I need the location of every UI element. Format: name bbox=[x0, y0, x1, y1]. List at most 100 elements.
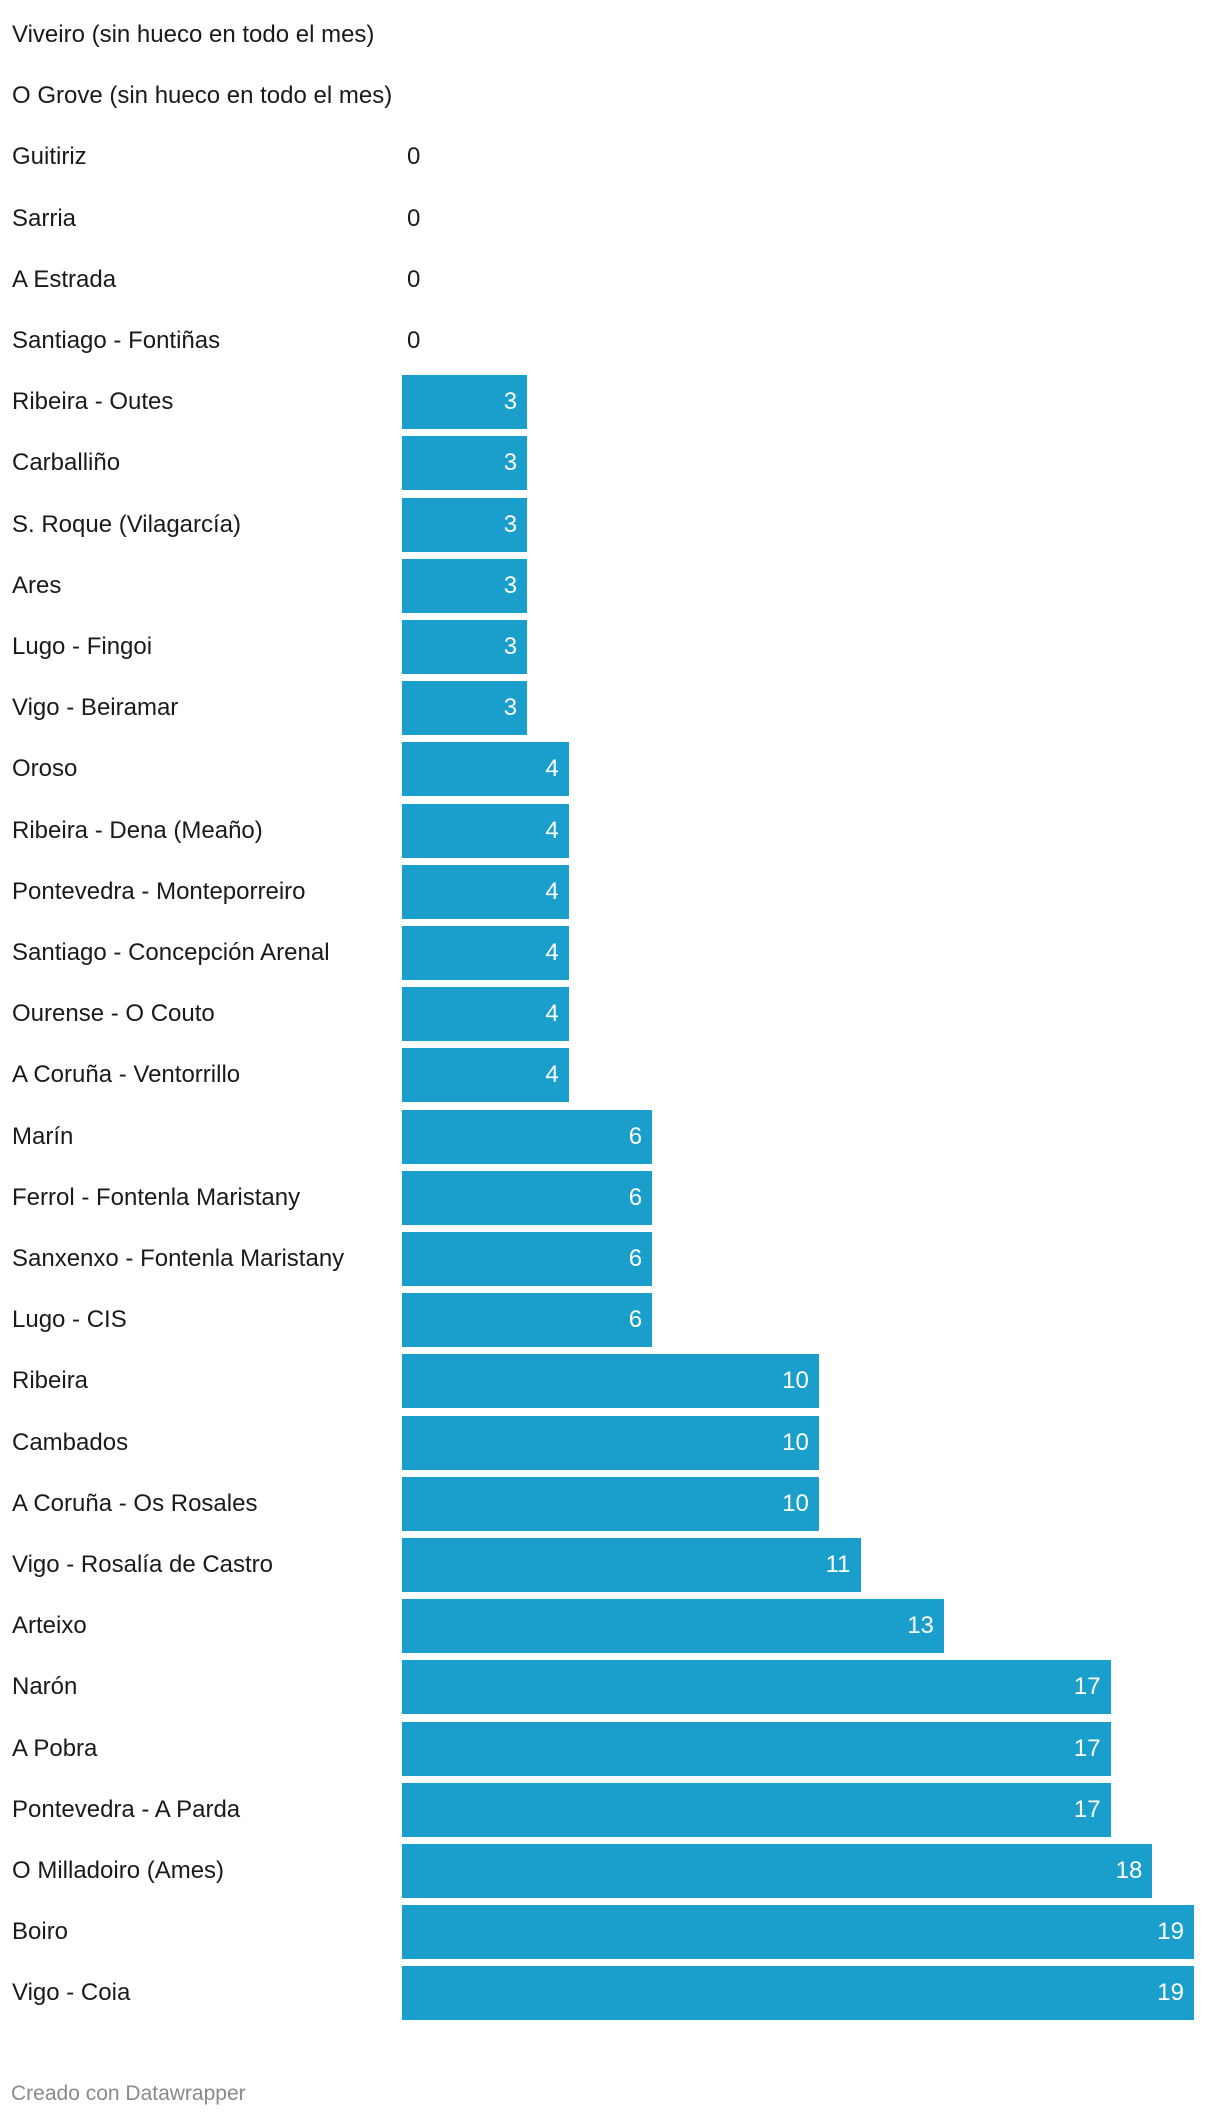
chart-row: Vigo - Rosalía de Castro 11 bbox=[0, 1534, 1220, 1596]
value-label: 6 bbox=[628, 1122, 643, 1150]
value-label: 4 bbox=[545, 1000, 559, 1028]
category-label: Pontevedra - Monteporreiro bbox=[12, 877, 306, 905]
source-credit: Creado con Datawrapper bbox=[11, 2082, 246, 2105]
bar bbox=[402, 558, 528, 613]
value-label: 0 bbox=[407, 265, 421, 293]
bar bbox=[402, 1476, 819, 1531]
bar bbox=[402, 1844, 1153, 1898]
bar bbox=[402, 803, 569, 858]
chart-row: Vigo - Beiramar 3 bbox=[0, 677, 1220, 739]
chart-row: Ribeira 10 bbox=[0, 1350, 1220, 1412]
bar bbox=[402, 1170, 653, 1225]
value-label: 0 bbox=[407, 327, 421, 354]
bar bbox=[402, 1905, 1194, 1960]
category-label: O Milladoiro (Ames) bbox=[12, 1857, 225, 1884]
category-label: A Estrada bbox=[12, 265, 117, 293]
value-label: 6 bbox=[628, 1183, 643, 1211]
chart-row: Vigo - Coia 19 bbox=[0, 1962, 1220, 2024]
category-label: Ribeira - Dena (Meaño) bbox=[12, 816, 263, 844]
bar bbox=[402, 1293, 653, 1348]
value-label: 4 bbox=[545, 816, 559, 844]
bar bbox=[402, 620, 528, 674]
chart-row: A Coruña - Os Rosales 10 bbox=[0, 1473, 1220, 1535]
chart-row: Ribeira - Outes 3 bbox=[0, 371, 1220, 433]
chart-row: Lugo - CIS 6 bbox=[0, 1289, 1220, 1351]
category-label: Lugo - CIS bbox=[12, 1306, 127, 1334]
value-label: 11 bbox=[825, 1551, 851, 1578]
value-label: 17 bbox=[1073, 1734, 1101, 1762]
value-label: 10 bbox=[782, 1367, 809, 1395]
category-label: Ourense - O Couto bbox=[12, 1000, 215, 1028]
value-label: 3 bbox=[503, 510, 518, 538]
category-label: A Pobra bbox=[12, 1734, 98, 1762]
category-label: Viveiro (sin hueco en todo el mes) bbox=[12, 21, 375, 48]
bar bbox=[402, 1109, 653, 1164]
bar bbox=[402, 1538, 861, 1592]
category-label: Ribeira bbox=[12, 1367, 89, 1395]
chart-row: Ares 3 bbox=[0, 555, 1220, 617]
chart-row: Arteixo 13 bbox=[0, 1595, 1220, 1657]
value-label: 17 bbox=[1073, 1795, 1101, 1823]
bar bbox=[402, 1048, 569, 1103]
category-label: Carballiño bbox=[12, 449, 121, 477]
category-label: Marín bbox=[12, 1122, 74, 1150]
value-label: 4 bbox=[545, 755, 559, 783]
category-label: Oroso bbox=[12, 755, 78, 783]
bar bbox=[402, 436, 528, 491]
value-label: 0 bbox=[407, 204, 421, 232]
bar bbox=[402, 1415, 819, 1470]
category-label: O Grove (sin hueco en todo el mes) bbox=[12, 82, 393, 110]
chart-row: A Estrada 0 bbox=[0, 249, 1220, 311]
bar bbox=[402, 375, 528, 430]
chart-row: S. Roque (Vilagarcía) 3 bbox=[0, 494, 1220, 556]
category-label: Narón bbox=[12, 1673, 78, 1701]
chart-row: Viveiro (sin hueco en todo el mes) bbox=[0, 4, 1220, 66]
category-label: Arteixo bbox=[12, 1612, 87, 1640]
category-label: Santiago - Concepción Arenal bbox=[12, 939, 330, 966]
bar bbox=[402, 1599, 944, 1654]
chart-row: Sanxenxo - Fontenla Maristany 6 bbox=[0, 1228, 1220, 1290]
bar bbox=[402, 1660, 1111, 1715]
chart-row: Sarria 0 bbox=[0, 188, 1220, 250]
category-label: Vigo - Rosalía de Castro bbox=[12, 1551, 274, 1578]
chart-row: O Grove (sin hueco en todo el mes) bbox=[0, 65, 1220, 127]
chart-row: Ferrol - Fontenla Maristany 6 bbox=[0, 1167, 1220, 1229]
chart-row: Narón 17 bbox=[0, 1656, 1220, 1718]
category-label: A Coruña - Ventorrillo bbox=[12, 1061, 241, 1089]
chart-row: Lugo - Fingoi 3 bbox=[0, 616, 1220, 678]
bar bbox=[402, 681, 528, 736]
chart-row: Santiago - Concepción Arenal 4 bbox=[0, 922, 1220, 984]
value-label: 13 bbox=[907, 1612, 934, 1640]
value-label: 18 bbox=[1115, 1857, 1143, 1884]
category-label: Boiro bbox=[12, 1918, 69, 1946]
value-label: 6 bbox=[628, 1245, 643, 1272]
category-label: S. Roque (Vilagarcía) bbox=[12, 510, 242, 538]
category-label: Cambados bbox=[12, 1428, 129, 1456]
chart-row: Ourense - O Couto 4 bbox=[0, 983, 1220, 1045]
bar bbox=[402, 1966, 1194, 2021]
value-label: 3 bbox=[503, 388, 518, 416]
category-label: Vigo - Coia bbox=[12, 1979, 131, 2007]
category-label: Lugo - Fingoi bbox=[12, 633, 153, 660]
bar bbox=[402, 926, 569, 980]
bar bbox=[402, 1354, 819, 1409]
chart-row: Ribeira - Dena (Meaño) 4 bbox=[0, 800, 1220, 862]
value-label: 3 bbox=[503, 571, 518, 599]
bar bbox=[402, 497, 528, 552]
chart-row: Cambados 10 bbox=[0, 1412, 1220, 1474]
value-label: 19 bbox=[1157, 1918, 1184, 1946]
category-label: Ferrol - Fontenla Maristany bbox=[12, 1183, 301, 1211]
category-label: Vigo - Beiramar bbox=[12, 694, 179, 722]
value-label: 19 bbox=[1157, 1979, 1184, 2007]
value-label: 3 bbox=[503, 633, 518, 660]
bar bbox=[402, 864, 569, 919]
chart-row: Pontevedra - A Parda 17 bbox=[0, 1779, 1220, 1841]
bar bbox=[402, 742, 569, 797]
value-label: 3 bbox=[503, 694, 518, 722]
chart-row: A Pobra 17 bbox=[0, 1718, 1220, 1780]
value-label: 10 bbox=[782, 1428, 809, 1456]
category-label: Sarria bbox=[12, 204, 77, 232]
category-label: Ribeira - Outes bbox=[12, 388, 174, 416]
bar bbox=[402, 1232, 653, 1286]
